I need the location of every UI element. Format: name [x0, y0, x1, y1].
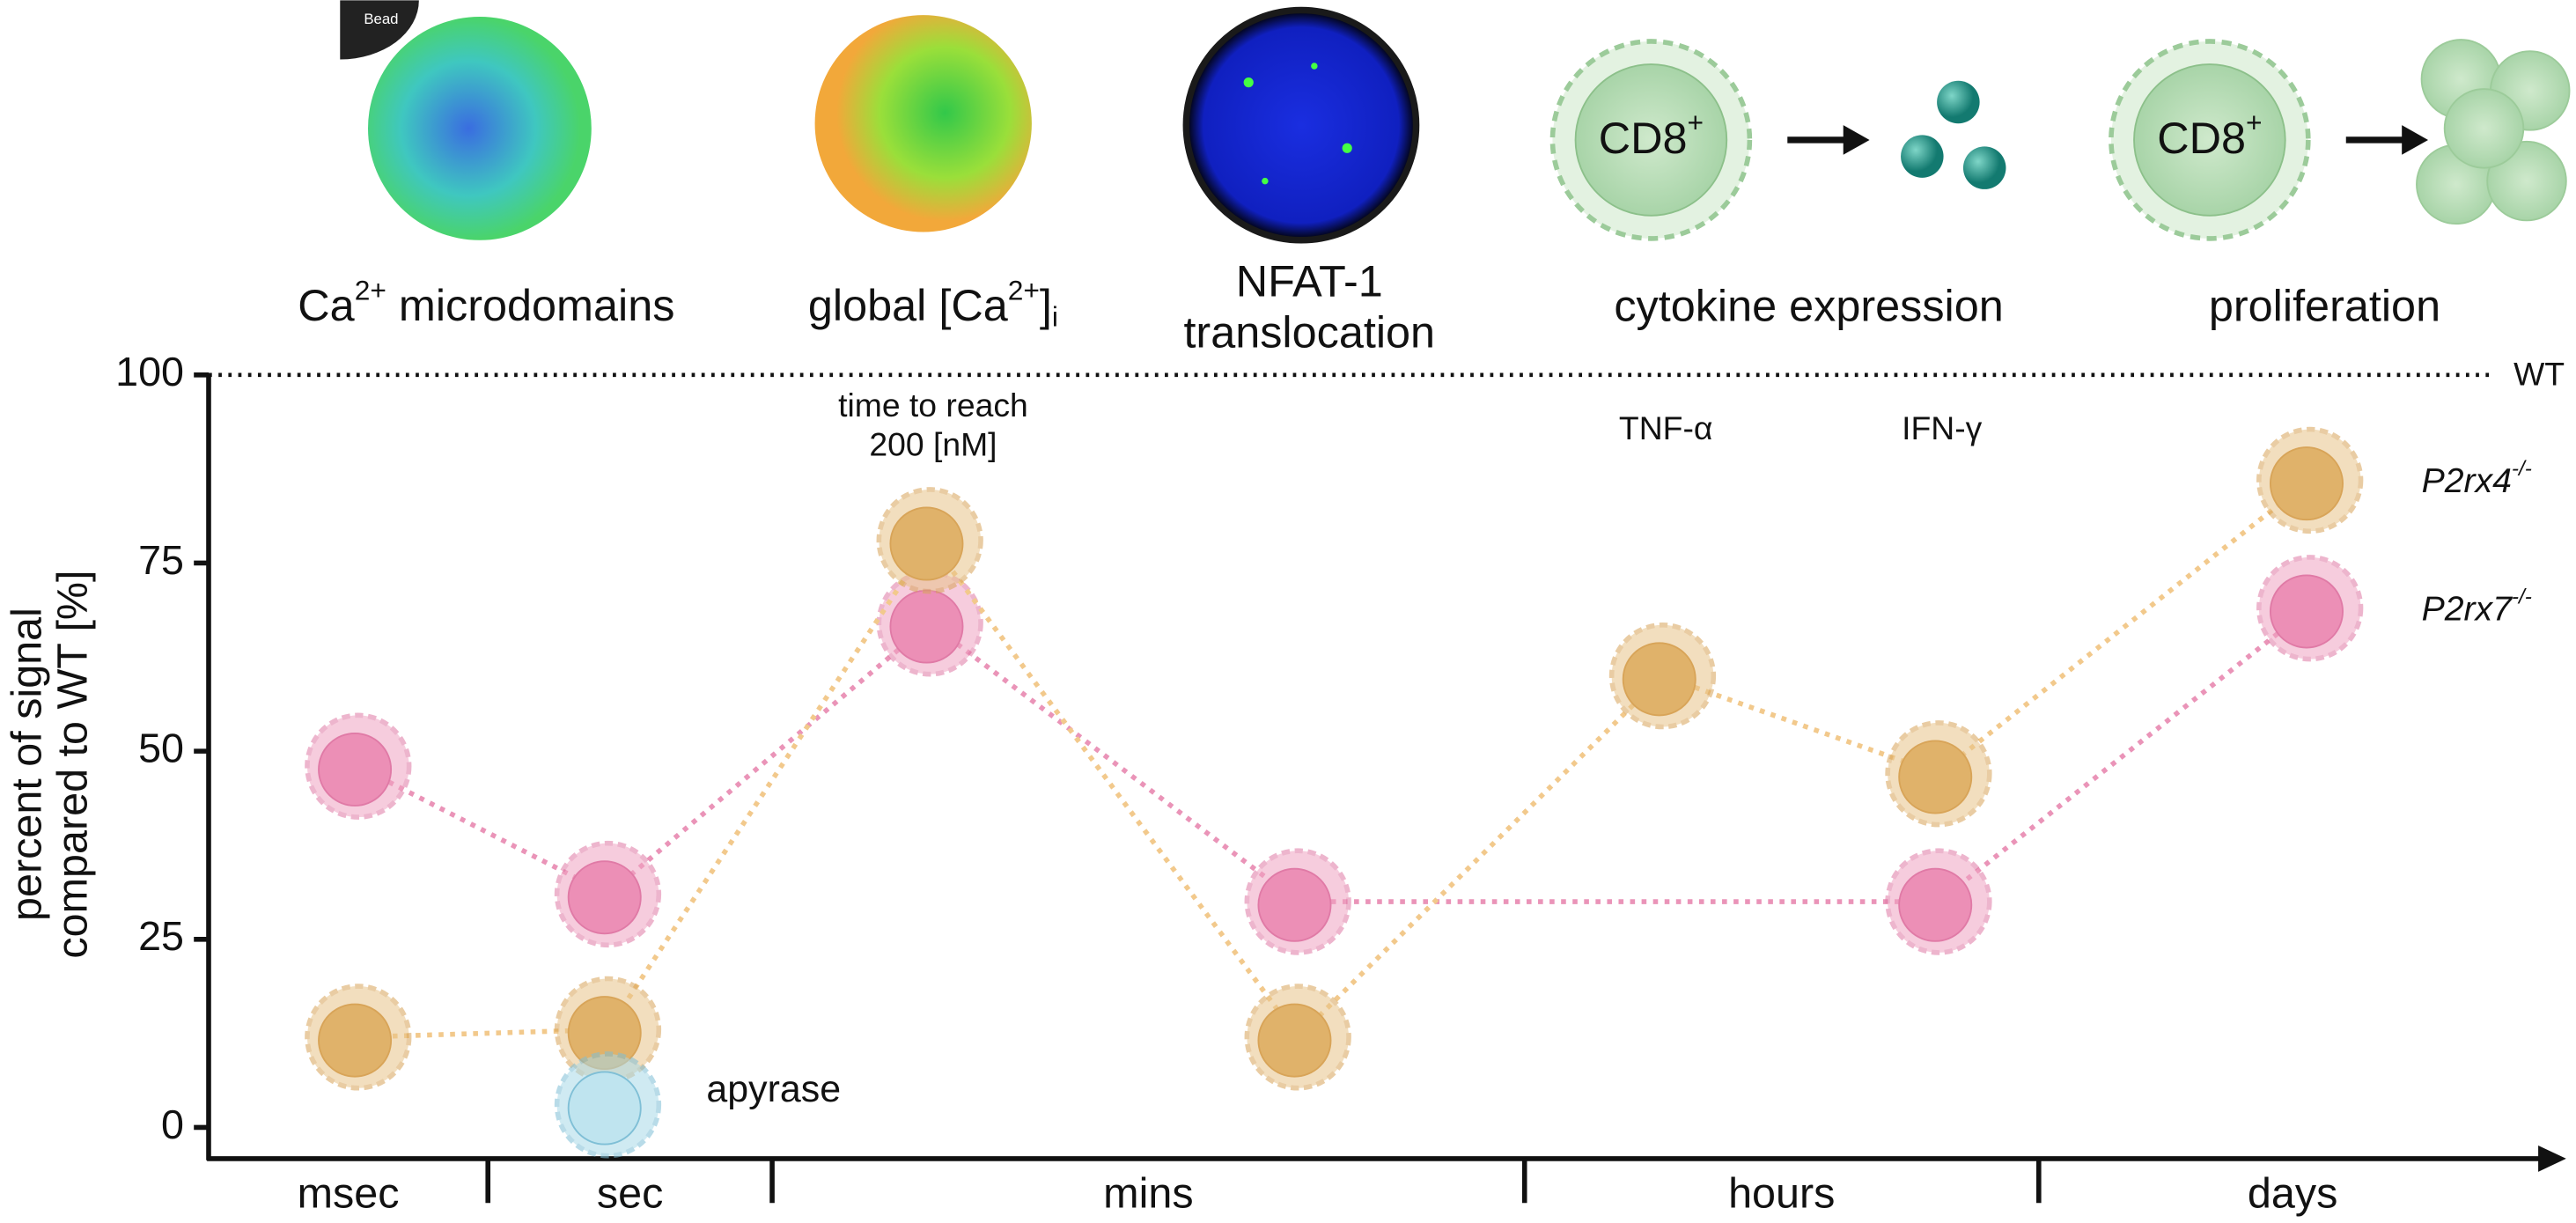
cd8-cell: CD8+ — [1549, 39, 2006, 241]
cell-inner — [1257, 1003, 1332, 1078]
y-tick-label: 100 — [115, 349, 184, 394]
caption-sub: i — [1052, 301, 1058, 333]
annotation: IFN-γ — [1902, 409, 1983, 446]
cell-inner — [2269, 574, 2344, 649]
cell-inner — [1898, 740, 1973, 814]
y-tick-label: 50 — [138, 725, 184, 770]
cell-inner — [567, 860, 642, 935]
caption: proliferation — [2209, 280, 2440, 330]
cell-marker — [305, 712, 412, 820]
cell-marker — [876, 570, 983, 677]
calcium-microdomain-image: Bead — [340, 0, 592, 240]
series-line — [357, 478, 2312, 1042]
caption: microdomains — [386, 280, 675, 330]
cell-inner — [1622, 642, 1696, 717]
cell-marker — [1885, 848, 1992, 955]
cd8-sup: + — [2246, 107, 2263, 139]
axis-arrow — [2538, 1145, 2566, 1172]
y-axis-label: compared to WT [%] — [49, 570, 97, 958]
y-tick-label: 25 — [138, 913, 184, 959]
legend-name: P2rx4 — [2422, 463, 2512, 501]
cell-marker — [2256, 555, 2364, 662]
cell-inner — [889, 506, 964, 581]
cell-marker — [305, 984, 412, 1091]
reference-label: WT — [2513, 356, 2565, 393]
cell-inner — [2269, 446, 2344, 521]
cell-inner — [318, 732, 393, 807]
legend-entry: P2rx4-/- — [2422, 458, 2532, 501]
series-label: apyrase — [706, 1068, 841, 1110]
global-calcium-image — [814, 15, 1032, 232]
legend-entry: P2rx7-/- — [2422, 586, 2532, 629]
y-tick-label: 75 — [138, 537, 184, 583]
caption: Ca — [298, 280, 355, 330]
cell-marker — [554, 1051, 662, 1159]
annotation: time to reach — [838, 387, 1028, 424]
cell-marker — [1608, 623, 1717, 730]
legend-name: P2rx7 — [2422, 591, 2513, 629]
annotation: TNF-α — [1619, 409, 1713, 446]
legend-sup: -/- — [2512, 586, 2532, 609]
bead-label: Bead — [364, 11, 398, 27]
svg-text:CD8+: CD8+ — [1599, 107, 1704, 164]
caption: NFAT-1 — [1236, 255, 1383, 306]
cell-inner — [1257, 867, 1332, 942]
series-line — [357, 606, 2312, 904]
timescale-label: sec — [597, 1170, 663, 1218]
legend-sup: -/- — [2512, 458, 2532, 482]
cd8-sup: + — [1688, 107, 1704, 139]
cell-marker — [2256, 426, 2364, 534]
cell-inner — [318, 1003, 393, 1078]
caption: global [Ca — [808, 280, 1009, 330]
svg-text:CD8+: CD8+ — [2157, 107, 2262, 164]
timescale-label: days — [2248, 1170, 2337, 1218]
timescale-label: hours — [1728, 1170, 1835, 1218]
cell-marker — [1885, 720, 1992, 828]
svg-text:global [Ca2+]i: global [Ca2+]i — [808, 275, 1058, 333]
cell-marker — [1244, 848, 1351, 955]
cell-inner — [1898, 867, 1973, 942]
y-axis-label: percent of signal — [3, 608, 50, 921]
cell-marker — [876, 487, 983, 594]
nfat-image — [1182, 6, 1420, 244]
svg-text:Ca2+ microdomains: Ca2+ microdomains — [298, 275, 674, 331]
y-tick-label: 0 — [161, 1101, 184, 1147]
cell-marker — [1244, 984, 1351, 1091]
cd8-label: CD8 — [2157, 113, 2246, 163]
cell-marker — [554, 840, 662, 948]
caption: cytokine expression — [1614, 280, 2003, 330]
cell-inner — [567, 1071, 642, 1146]
caption: ] — [1040, 280, 1052, 330]
annotation: 200 [nM] — [869, 426, 997, 463]
caption: translocation — [1183, 306, 1435, 357]
timescale-label: msec — [298, 1170, 400, 1218]
cd8-label: CD8 — [1599, 113, 1688, 163]
proliferation-cell: CD8+ — [2109, 39, 2571, 241]
caption-sup: 2+ — [355, 275, 386, 306]
cell-marker — [554, 976, 662, 1083]
caption-sup: 2+ — [1008, 275, 1040, 306]
timescale-label: mins — [1103, 1170, 1193, 1218]
cell-inner — [889, 589, 964, 664]
